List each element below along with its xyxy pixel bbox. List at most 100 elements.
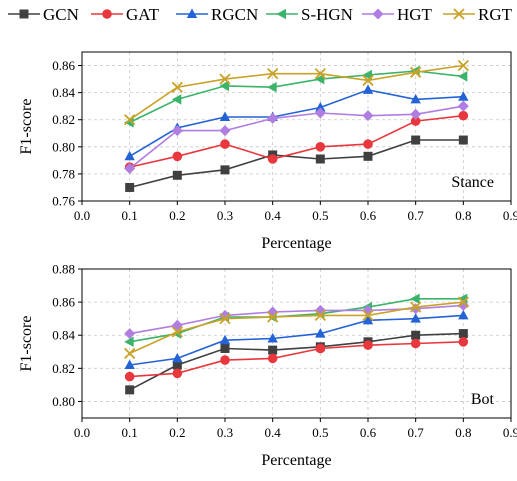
data-point bbox=[410, 108, 422, 120]
data-point bbox=[220, 165, 230, 175]
x-tick-label: 0.9 bbox=[503, 425, 517, 440]
data-point bbox=[171, 81, 183, 93]
x-axis-label: Percentage bbox=[261, 452, 331, 469]
data-point bbox=[124, 359, 135, 370]
y-tick-label: 0.80 bbox=[52, 394, 75, 409]
data-point bbox=[172, 170, 182, 180]
data-point bbox=[457, 296, 469, 308]
data-point bbox=[268, 345, 278, 355]
x-tick-label: 0.6 bbox=[360, 208, 377, 223]
series-rgt bbox=[124, 59, 469, 126]
x-axis-label: Percentage bbox=[261, 235, 331, 252]
data-point bbox=[124, 328, 136, 340]
data-point bbox=[219, 80, 229, 92]
data-point bbox=[172, 368, 183, 379]
legend-label: HGT bbox=[397, 5, 433, 24]
data-point bbox=[315, 328, 326, 338]
data-point bbox=[124, 117, 134, 128]
series-line bbox=[129, 139, 464, 189]
plot-frame bbox=[81, 51, 512, 202]
series-rgt bbox=[124, 296, 469, 360]
data-point bbox=[172, 352, 183, 363]
data-point bbox=[315, 142, 326, 152]
data-point bbox=[410, 66, 422, 78]
series-line bbox=[129, 297, 464, 343]
x-tick-label: 0.0 bbox=[74, 208, 90, 223]
y-tick-label: 0.82 bbox=[52, 112, 75, 127]
data-point bbox=[315, 102, 326, 112]
data-point bbox=[125, 182, 135, 192]
data-point bbox=[363, 139, 373, 149]
x-tick-label: 0.4 bbox=[265, 425, 282, 440]
data-point bbox=[124, 347, 136, 360]
legend-marker bbox=[186, 8, 198, 18]
data-point bbox=[458, 329, 468, 339]
plot-frame bbox=[81, 268, 512, 419]
x-tick-label: 0.1 bbox=[122, 208, 138, 223]
x-tick-label: 0.8 bbox=[455, 425, 471, 440]
series-line bbox=[129, 89, 464, 157]
series-rgcn bbox=[124, 309, 469, 370]
data-point bbox=[219, 313, 231, 325]
data-point bbox=[267, 333, 278, 343]
data-point bbox=[220, 355, 230, 365]
data-point bbox=[171, 94, 182, 105]
data-point bbox=[458, 110, 469, 121]
data-point bbox=[124, 114, 136, 126]
panel-label: Stance bbox=[451, 174, 494, 191]
x-tick-label: 0.0 bbox=[74, 425, 90, 440]
legend-marker bbox=[19, 9, 29, 19]
data-point bbox=[219, 334, 231, 345]
y-tick-label: 0.86 bbox=[52, 58, 75, 73]
data-point bbox=[267, 311, 279, 323]
legend-label: GCN bbox=[43, 5, 79, 24]
y-tick-label: 0.78 bbox=[52, 166, 75, 181]
y-tick-label: 0.76 bbox=[52, 194, 75, 209]
y-tick-label: 0.88 bbox=[52, 262, 75, 277]
data-point bbox=[314, 68, 326, 80]
data-point bbox=[362, 110, 374, 122]
data-point bbox=[362, 314, 374, 325]
data-point bbox=[410, 338, 421, 349]
data-point bbox=[410, 313, 421, 323]
y-tick-label: 0.84 bbox=[52, 85, 75, 100]
data-point bbox=[458, 309, 469, 320]
series-line bbox=[129, 314, 464, 366]
series-line bbox=[129, 105, 464, 170]
x-tick-label: 0.5 bbox=[312, 425, 328, 440]
legend-label: GAT bbox=[126, 5, 160, 24]
x-tick-label: 0.5 bbox=[312, 208, 328, 223]
data-point bbox=[362, 74, 374, 87]
data-point bbox=[124, 150, 135, 161]
grid bbox=[82, 269, 511, 418]
data-point bbox=[220, 139, 230, 149]
x-tick-label: 0.6 bbox=[360, 425, 377, 440]
ticks: 0.0 0.1 0.2 0.3 0.4 0.5 0.6 0.7 0.8 0.9 0.80 0.82 0.… bbox=[52, 262, 517, 441]
data-point bbox=[410, 303, 422, 315]
x-tick-label: 0.3 bbox=[217, 425, 233, 440]
legend-marker bbox=[102, 9, 112, 19]
y-tick-label: 0.82 bbox=[52, 361, 75, 376]
x-tick-label: 0.3 bbox=[217, 208, 233, 223]
y-axis-label: F1-score bbox=[18, 316, 35, 372]
data-point bbox=[458, 135, 468, 145]
data-point bbox=[410, 116, 421, 126]
data-point bbox=[410, 301, 422, 313]
data-point bbox=[124, 162, 136, 174]
data-point bbox=[267, 154, 278, 164]
data-point bbox=[172, 151, 183, 162]
legend: GCN GAT RGCN S-HGN HGT RGT bbox=[8, 5, 513, 24]
legend-item-gcn: GCN bbox=[8, 5, 79, 24]
data-point bbox=[124, 336, 134, 348]
series-gcn bbox=[125, 135, 468, 192]
x-tick-label: 0.7 bbox=[408, 208, 425, 223]
legend-marker bbox=[453, 8, 465, 20]
data-point bbox=[363, 151, 373, 161]
data-point bbox=[315, 343, 326, 354]
y-tick-label: 0.80 bbox=[52, 139, 75, 154]
data-point bbox=[410, 93, 421, 104]
data-point bbox=[267, 82, 277, 93]
x-tick-label: 0.7 bbox=[408, 425, 425, 440]
x-tick-label: 0.2 bbox=[169, 425, 185, 440]
data-point bbox=[171, 125, 183, 137]
